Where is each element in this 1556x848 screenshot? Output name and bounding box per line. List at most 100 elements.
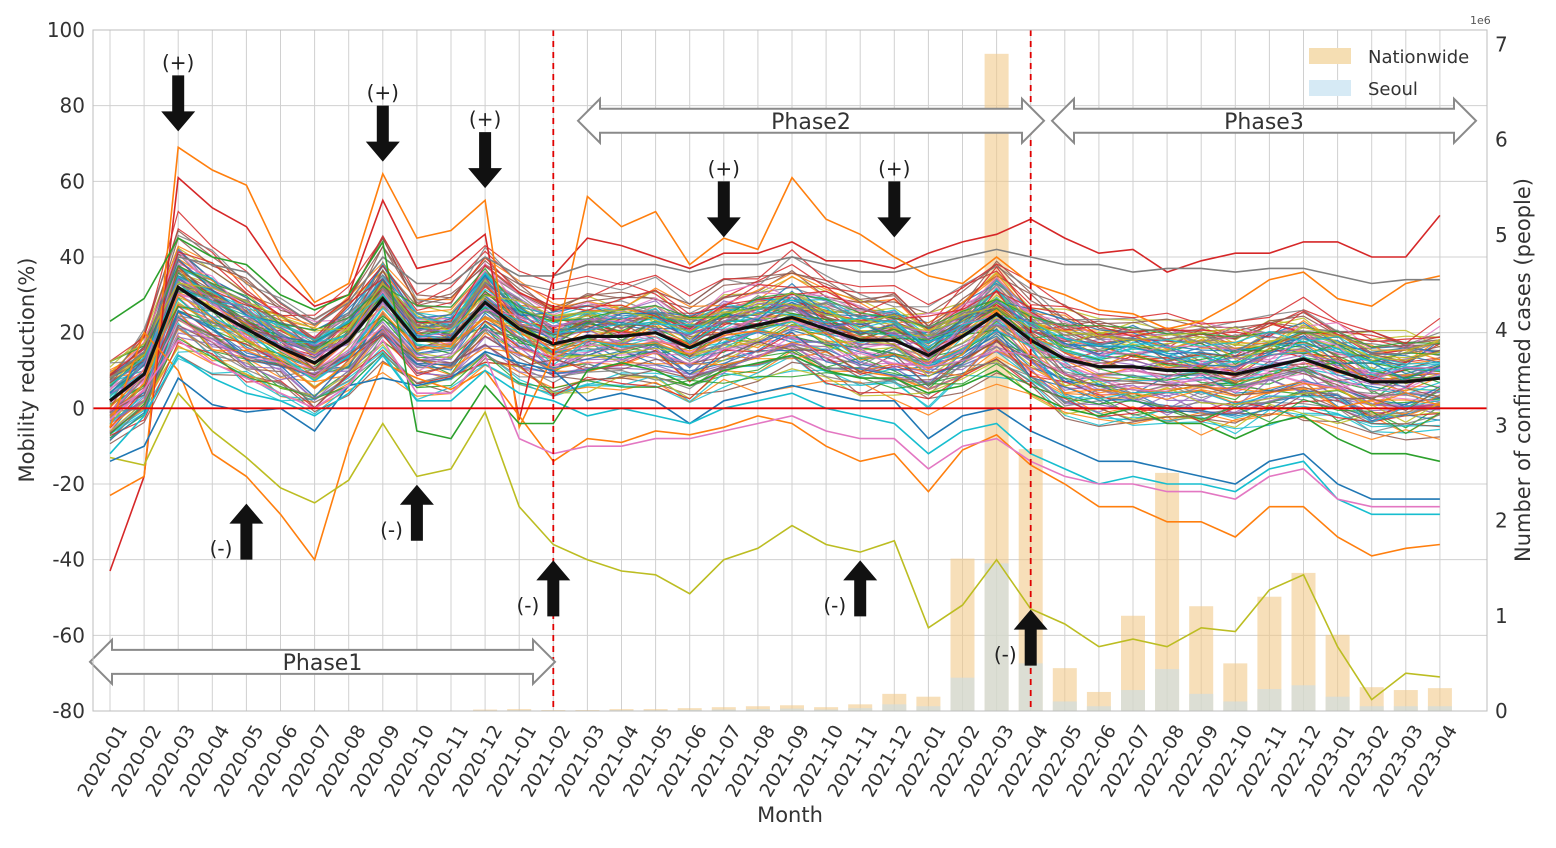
- y2-tick-label: 0: [1495, 699, 1508, 723]
- bar-seoul: [677, 709, 702, 711]
- bar-nationwide: [643, 709, 668, 711]
- legend-label: Nationwide: [1368, 47, 1469, 68]
- region-line: [109, 210, 1441, 362]
- y2-multiplier: 1e6: [1470, 14, 1491, 27]
- bar-seoul: [916, 706, 941, 711]
- bar-nationwide: [848, 704, 873, 711]
- annotations: (+) (+) (+) (+) (+) (-) (-) (-) (-) (-): [161, 50, 1048, 667]
- region-line: [109, 234, 1441, 384]
- bar-nationwide: [1393, 690, 1418, 711]
- region-line: [109, 264, 1440, 363]
- bar-nationwide: [677, 708, 702, 711]
- annotation-label: (-): [994, 643, 1017, 667]
- region-line: [109, 317, 1440, 412]
- region-line-notable: [109, 391, 1440, 701]
- y-tick-label: 0: [72, 396, 85, 420]
- region-line-notable: [109, 145, 1441, 497]
- bar-seoul: [780, 708, 804, 711]
- bar-nationwide: [473, 709, 498, 711]
- annotation-label: (+): [878, 156, 910, 180]
- y-tick-label: -60: [52, 623, 85, 647]
- annotation-label: (-): [210, 537, 233, 561]
- y2-tick-label: 5: [1495, 223, 1508, 247]
- bar-seoul: [1359, 706, 1384, 711]
- bar-nationwide: [745, 706, 770, 711]
- bar-nationwide: [814, 707, 839, 711]
- legend: Nationwide Seoul: [1309, 47, 1469, 100]
- phase-arrow: [88, 637, 557, 687]
- mean-line: [109, 284, 1441, 403]
- region-line: [109, 343, 1440, 432]
- region-line: [109, 326, 1441, 442]
- region-line: [109, 281, 1441, 424]
- bar-nationwide: [1427, 688, 1452, 711]
- bar-nationwide: [609, 709, 634, 711]
- y2-tick-label: 4: [1495, 318, 1508, 342]
- confirmed-cases-bars: [439, 53, 1452, 712]
- annotation-label: (+): [367, 81, 399, 105]
- bar-seoul: [1325, 696, 1350, 711]
- y-tick-label: 40: [60, 245, 85, 269]
- x-axis-label: Month: [757, 803, 823, 827]
- arrow-up-icon: [229, 503, 264, 560]
- bar-seoul: [1189, 693, 1214, 711]
- region-line-notable: [109, 338, 1440, 508]
- bar-seoul: [1155, 669, 1180, 711]
- bar-seoul: [984, 563, 1009, 711]
- annotation-label: (-): [516, 593, 539, 617]
- bar-seoul: [1427, 706, 1452, 711]
- bar-nationwide: [507, 709, 532, 711]
- region-line: [109, 278, 1441, 379]
- bar-seoul: [1052, 701, 1077, 711]
- region-line: [109, 354, 1440, 445]
- y-axis-label: Mobility reduction(%): [15, 258, 39, 483]
- bar-seoul: [1257, 689, 1282, 711]
- region-line: [109, 237, 1440, 376]
- region-line-notable: [109, 175, 1441, 572]
- arrow-down-icon: [877, 181, 912, 238]
- arrow-up-icon: [536, 560, 571, 617]
- bar-seoul: [848, 708, 873, 711]
- highlighted-regional-lines: [109, 145, 1441, 701]
- bar-seoul: [1121, 690, 1145, 711]
- phase-label: Phase2: [771, 110, 851, 135]
- region-line: [109, 288, 1440, 386]
- bar-seoul: [950, 677, 975, 711]
- bar-seoul: [745, 709, 770, 711]
- annotation-label: (+): [162, 50, 194, 74]
- phase-arrow: [1050, 96, 1478, 146]
- annotation-label: (-): [380, 518, 403, 542]
- bar-seoul: [1393, 706, 1418, 711]
- bar-seoul: [882, 704, 907, 711]
- y-tick-label: -20: [52, 472, 85, 496]
- arrow-up-icon: [1013, 609, 1048, 666]
- region-line: [109, 258, 1440, 375]
- arrow-up-icon: [399, 484, 434, 541]
- bar-seoul: [1291, 685, 1316, 711]
- phase-arrows: Phase1 Phase2 Phase3: [88, 96, 1478, 687]
- bar-seoul: [1223, 701, 1248, 711]
- y2-tick-label: 7: [1495, 32, 1508, 56]
- region-line: [109, 276, 1440, 395]
- bar-seoul: [711, 709, 736, 711]
- phase-label: Phase3: [1224, 110, 1304, 135]
- arrow-down-icon: [161, 75, 196, 132]
- region-line: [109, 337, 1441, 435]
- region-line-notable: [109, 237, 1441, 463]
- region-line: [109, 282, 1441, 362]
- y-tick-label: -40: [52, 548, 85, 572]
- y2-tick-label: 1: [1495, 604, 1508, 628]
- region-line: [109, 293, 1440, 417]
- region-line: [109, 278, 1441, 403]
- y-tick-label: -80: [52, 699, 85, 723]
- y2-tick-label: 6: [1495, 128, 1508, 152]
- regional-lines: [109, 210, 1441, 445]
- y-tick-label: 100: [47, 18, 85, 42]
- arrow-up-icon: [843, 560, 878, 617]
- bar-seoul: [1086, 706, 1111, 711]
- phase-label: Phase1: [283, 651, 363, 676]
- region-line-notable: [109, 248, 1440, 379]
- y-tick-label: 60: [60, 169, 85, 193]
- phase-arrow: [576, 96, 1046, 146]
